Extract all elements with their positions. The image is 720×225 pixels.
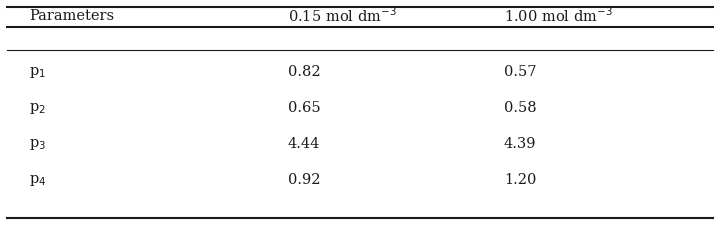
Text: 0.65: 0.65 xyxy=(288,101,320,115)
Text: 4.39: 4.39 xyxy=(504,137,536,151)
Text: 1.00 mol dm$^{-3}$: 1.00 mol dm$^{-3}$ xyxy=(504,6,613,25)
Text: p$_2$: p$_2$ xyxy=(29,101,45,115)
Text: 4.44: 4.44 xyxy=(288,137,320,151)
Text: 0.82: 0.82 xyxy=(288,65,320,79)
Text: p$_3$: p$_3$ xyxy=(29,137,46,151)
Text: 0.15 mol dm$^{-3}$: 0.15 mol dm$^{-3}$ xyxy=(288,6,397,25)
Text: p$_4$: p$_4$ xyxy=(29,173,46,187)
Text: 0.57: 0.57 xyxy=(504,65,536,79)
Text: 0.58: 0.58 xyxy=(504,101,536,115)
Text: p$_1$: p$_1$ xyxy=(29,65,46,79)
Text: 0.92: 0.92 xyxy=(288,173,320,187)
Text: Parameters: Parameters xyxy=(29,9,114,23)
Text: 1.20: 1.20 xyxy=(504,173,536,187)
